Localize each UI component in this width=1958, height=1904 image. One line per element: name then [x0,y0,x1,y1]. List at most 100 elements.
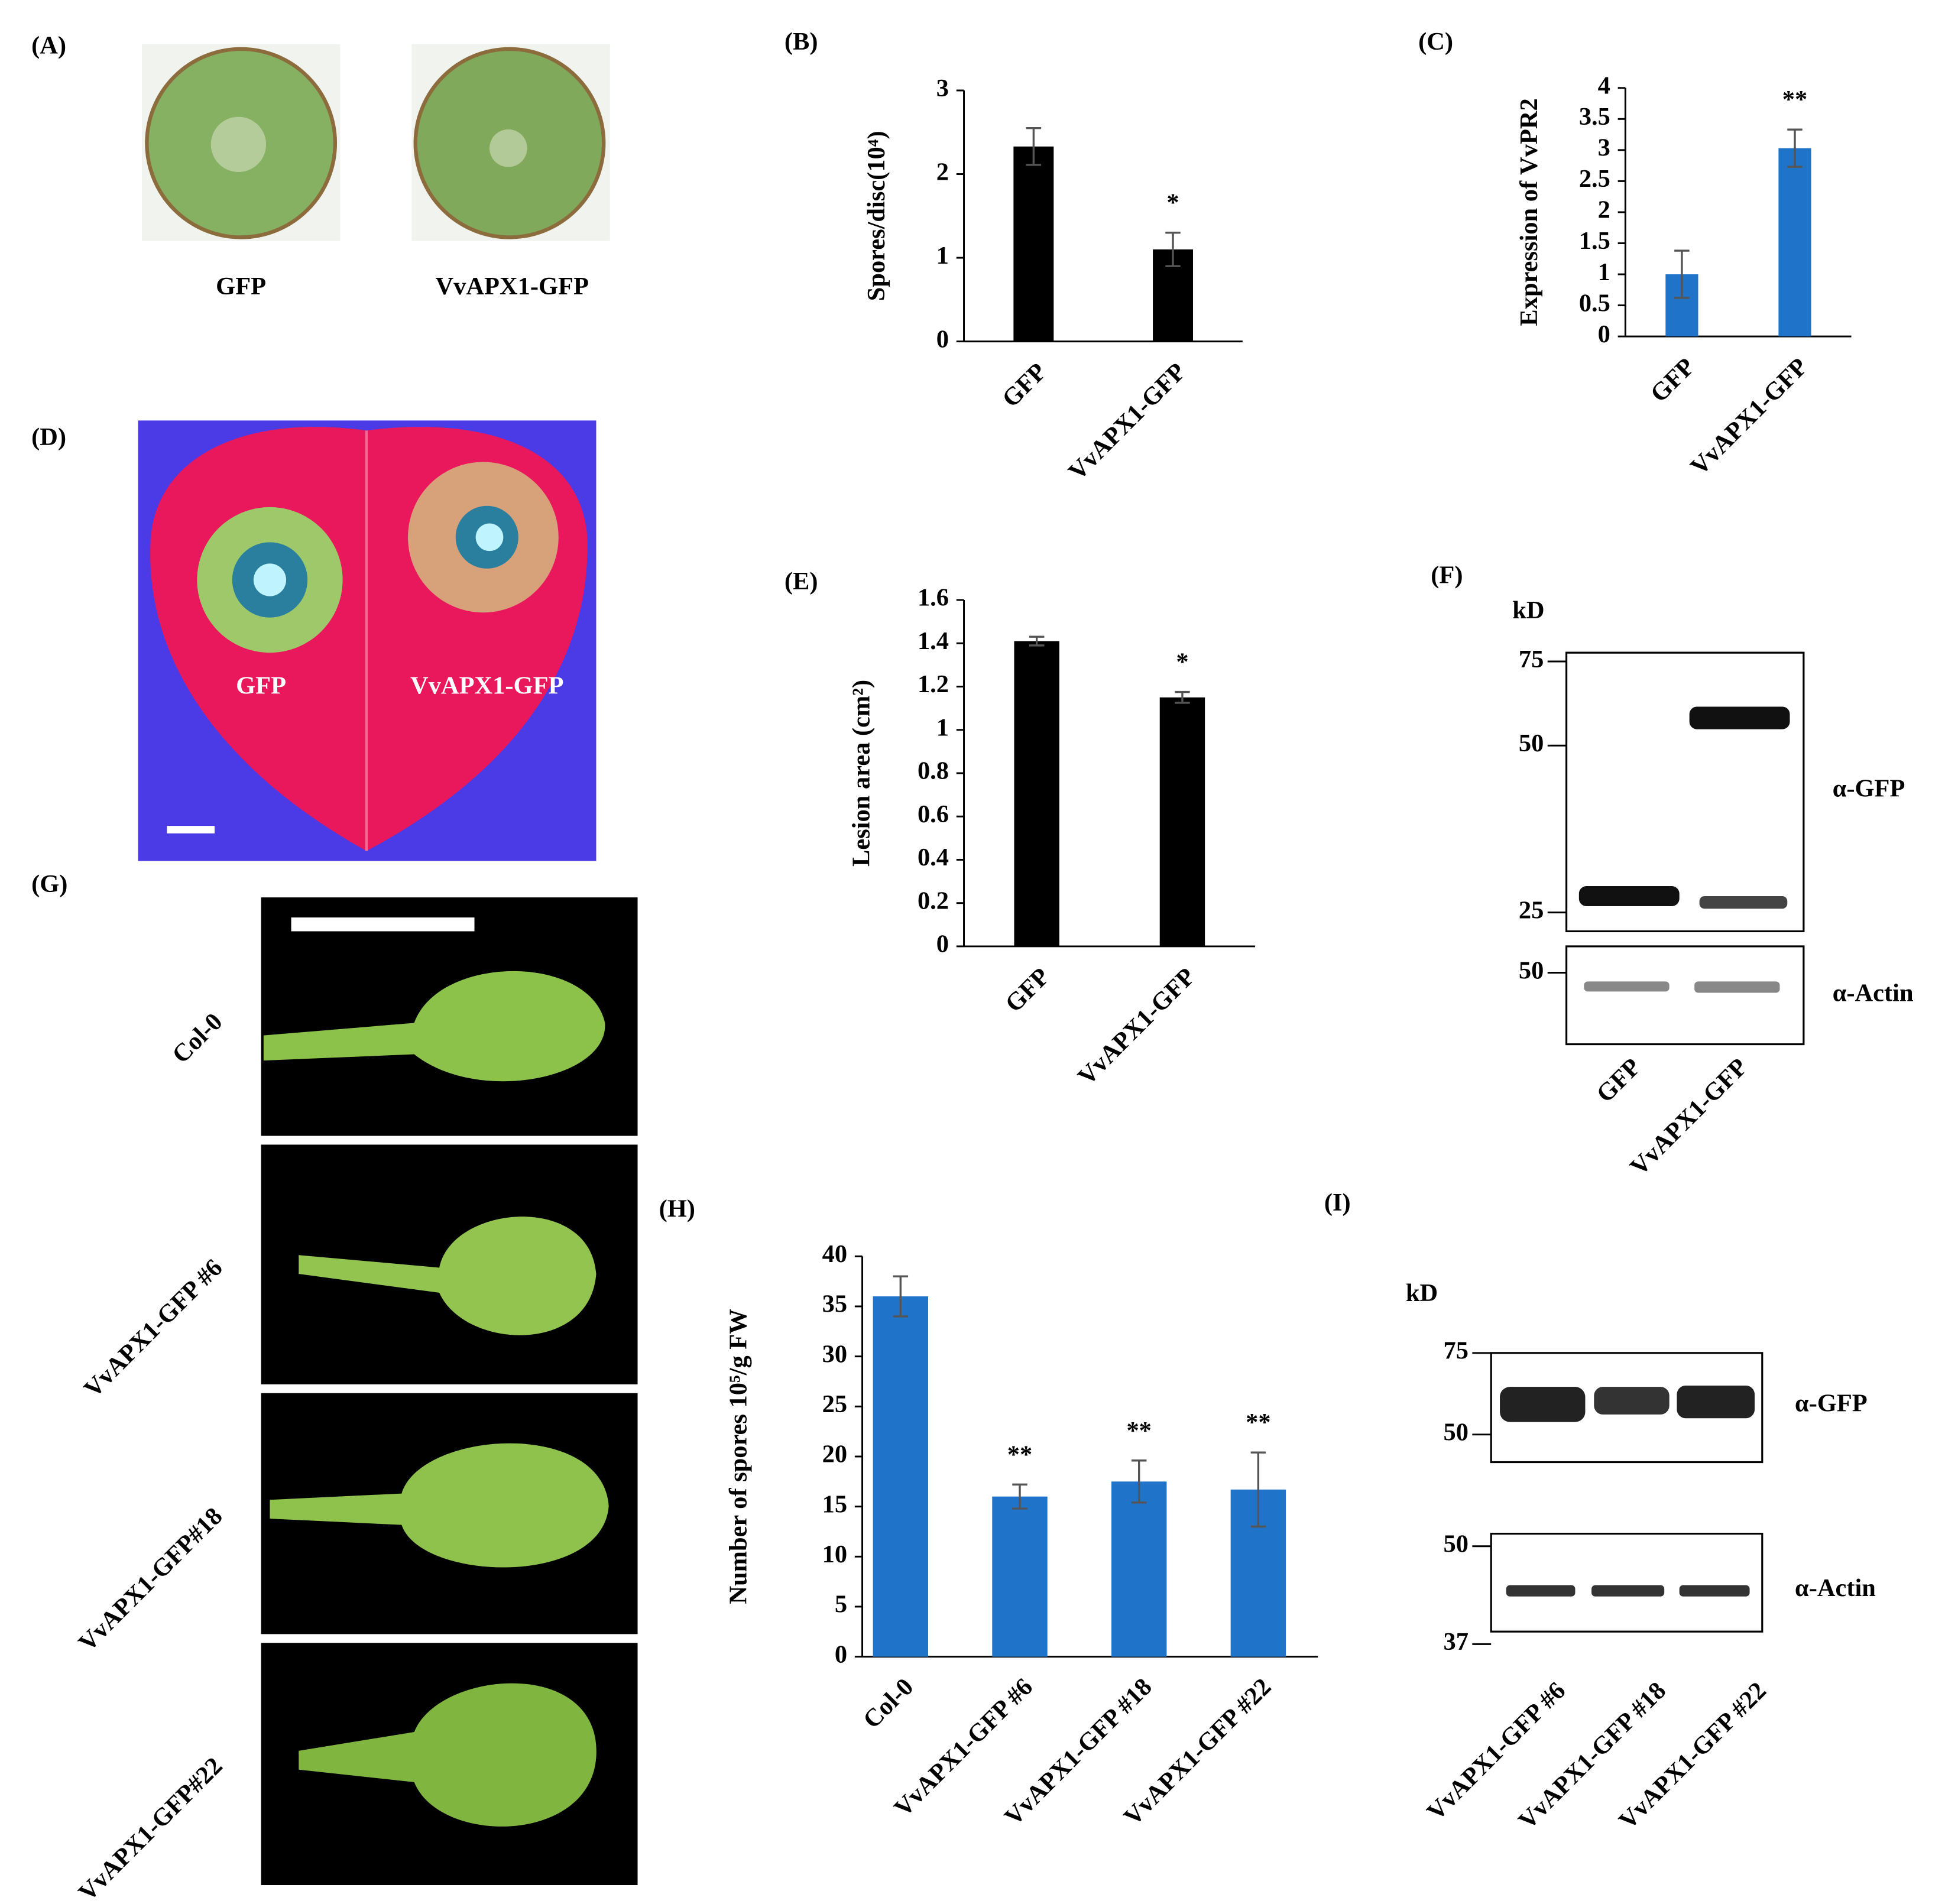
error-bar [1787,128,1803,168]
row-label: VvAPX1-GFP#22 [73,1752,228,1904]
y-tick-label: 1.2 [918,670,949,698]
y-tick-label: 2 [936,158,949,186]
x-tick-label: Col-0 [858,1673,919,1734]
error-bar [893,1275,909,1318]
band [1500,1387,1586,1422]
band [1591,1585,1665,1597]
caption: VvAPX1-GFP [436,273,589,300]
antibody-label: α-GFP [1795,1390,1868,1418]
marker-label: 25 [1519,896,1544,924]
error-bar [1250,1451,1266,1528]
y-axis-title: Lesion area (cm²) [847,680,875,867]
marker-label: 50 [1519,956,1544,984]
bar [1778,148,1811,337]
y-tick-label: 1 [1598,258,1610,286]
x-tick-label: VvAPX1-GFP [1072,962,1201,1091]
y-tick-label: 25 [822,1390,847,1418]
panel-label: (G) [31,870,67,898]
significance-mark: ** [1246,1409,1270,1436]
leaf [270,1443,609,1568]
spores [210,116,267,173]
antibody-label: α-Actin [1795,1574,1876,1602]
band [1679,1585,1750,1597]
row-label: Col-0 [167,1008,228,1069]
marker-label: 75 [1519,646,1544,673]
band [1506,1585,1576,1597]
spores [489,129,527,167]
bar [1111,1481,1167,1657]
leaf [263,971,605,1082]
significance-mark: ** [1126,1417,1151,1445]
band [1699,896,1788,909]
y-tick-label: 3 [936,74,949,102]
caption: GFP [236,672,286,699]
band [1694,981,1780,993]
leaf-photos [261,897,638,1886]
band [1584,981,1670,992]
band [1689,706,1790,729]
error-bar [1029,635,1045,647]
panel-label: (H) [659,1195,695,1223]
bar [1013,146,1054,342]
y-tick-label: 0.5 [1579,289,1610,317]
unit-label: kD [1512,596,1544,624]
marker-label: 50 [1444,1419,1468,1446]
marker-label: 50 [1519,729,1544,757]
bar [1014,641,1059,946]
panel-label: (C) [1418,28,1453,56]
y-tick-label: 1.4 [918,627,949,655]
x-tick-label: GFP [997,358,1052,413]
significance-mark: ** [1782,86,1807,113]
row-label: VvAPX1-GFP#18 [73,1502,228,1657]
bar [873,1296,929,1657]
y-tick-label: 0.8 [918,757,949,785]
y-tick-label: 0.2 [918,887,949,914]
blot [1565,651,1805,933]
error-bar [1674,249,1690,299]
y-axis-title: Expression of VvPR2 [1515,98,1543,326]
lane-label: GFP [1591,1053,1646,1108]
scale-bar [291,917,475,932]
marker-label: 37 [1444,1628,1468,1656]
y-tick-label: 40 [822,1240,847,1268]
antibody-label: α-Actin [1833,979,1914,1007]
unit-label: kD [1406,1279,1438,1307]
caption: VvAPX1-GFP [410,672,563,699]
y-axis-title: Number of spores 10⁵/g FW [724,1309,752,1604]
x-tick-label: VvAPX1-GFP [1063,358,1191,486]
y-tick-label: 15 [822,1490,847,1518]
y-tick-label: 1 [936,242,949,270]
y-tick-label: 1.6 [918,584,949,612]
marker-label: 75 [1444,1337,1468,1365]
leaf [299,1683,597,1827]
band [1677,1386,1755,1419]
error-bar [1012,1483,1027,1510]
y-tick-label: 1.5 [1579,227,1610,255]
significance-mark: * [1166,189,1179,217]
bar [992,1496,1048,1657]
y-tick-label: 10 [822,1540,847,1568]
error-bar [1175,690,1190,704]
y-tick-label: 0 [835,1640,847,1668]
panel-label: (D) [31,423,66,451]
y-tick-label: 4 [1598,72,1610,100]
marker-label: 50 [1444,1530,1468,1558]
y-tick-label: 20 [822,1441,847,1468]
antibody-label: α-GFP [1833,774,1905,802]
error-bar [1026,127,1042,166]
panel-label: (I) [1324,1189,1351,1217]
bar [1159,697,1205,946]
caption: GFP [216,273,266,300]
wound [475,523,504,552]
panel-label: (E) [785,567,818,595]
panel-label: (B) [785,28,818,56]
leaf [299,1217,597,1335]
y-tick-label: 0 [936,325,949,353]
panel-label: (A) [31,32,66,60]
blot [1565,945,1805,1046]
y-tick-label: 30 [822,1340,847,1368]
y-tick-label: 3.5 [1579,103,1610,131]
y-tick-label: 2.5 [1579,165,1610,193]
